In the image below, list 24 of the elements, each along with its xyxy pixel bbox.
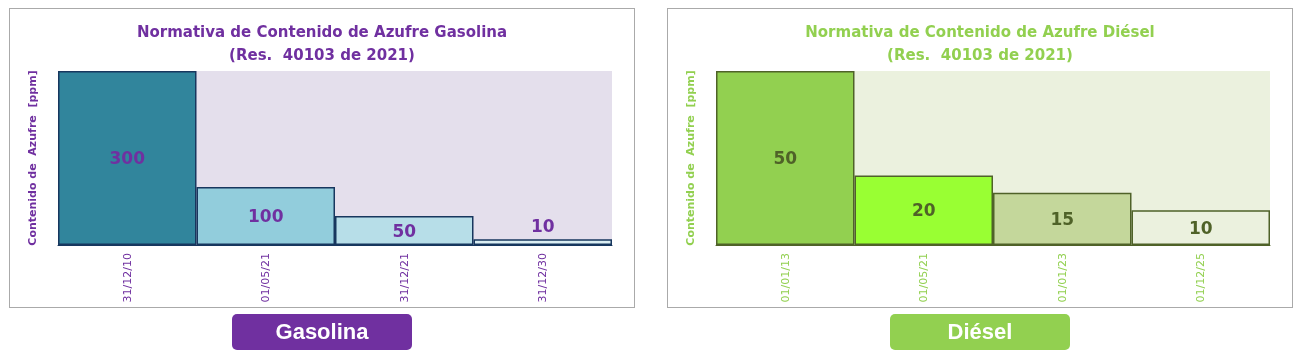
x-tick-label: 01/05/21 [259, 253, 273, 303]
x-tick-label: 31/12/10 [120, 253, 134, 303]
data-label: 15 [1050, 208, 1075, 229]
x-tick-label: 31/12/30 [536, 253, 550, 303]
x-tick-label: 31/12/21 [397, 253, 411, 303]
chart-title: Normativa de Contenido de Azufre Gasolina [136, 22, 508, 41]
y-axis-title: Contenido de Azufre [ppm] [684, 70, 697, 246]
data-label: 50 [392, 220, 417, 241]
data-label: 300 [109, 148, 146, 168]
chart-subtitle: (Res. 40103 de 2021) [229, 45, 415, 64]
data-label: 100 [248, 206, 284, 226]
data-label: 20 [911, 200, 936, 221]
data-label: 10 [1188, 217, 1213, 238]
text: Gasolina [232, 314, 412, 350]
x-tick-label: 01/12/25 [1194, 253, 1208, 303]
text: Diésel [890, 314, 1070, 350]
data-label: 10 [530, 215, 555, 236]
y-axis-title: Contenido de Azufre [ppm] [26, 70, 39, 246]
x-tick-label: 01/01/13 [778, 253, 792, 303]
chart-title: Normativa de Contenido de Azufre Diésel [805, 22, 1155, 41]
x-tick-label: 01/05/21 [917, 253, 931, 303]
data-label: 50 [773, 148, 798, 168]
chart-subtitle: (Res. 40103 de 2021) [887, 45, 1073, 64]
x-tick-label: 01/01/23 [1055, 253, 1069, 303]
